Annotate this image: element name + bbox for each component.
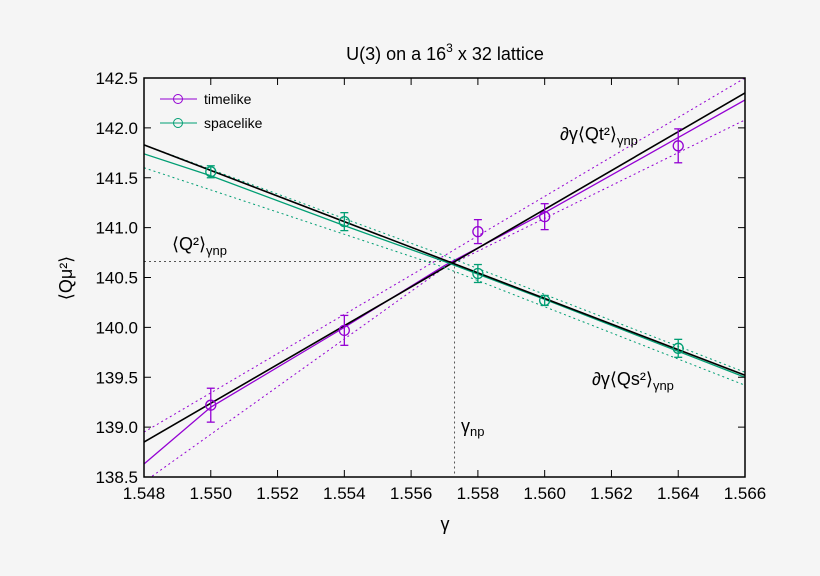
x-tick-label: 1.558: [457, 484, 500, 503]
band-upper-timelike: [144, 78, 745, 433]
y-tick-label: 138.5: [95, 468, 138, 487]
x-tick-label: 1.560: [523, 484, 566, 503]
fit-curve-spacelike: [144, 153, 745, 378]
data-point-spacelike: [205, 166, 217, 178]
annotation-gnp: γnp: [461, 416, 484, 439]
data-point-spacelike: [472, 267, 484, 280]
y-tick-label: 139.5: [95, 368, 138, 387]
y-tick-label: 140.5: [95, 269, 138, 288]
data-point-spacelike: [338, 215, 350, 228]
x-axis-label: γ: [441, 514, 450, 534]
y-tick-label: 142.5: [95, 69, 138, 88]
x-tick-label: 1.564: [657, 484, 700, 503]
fit-curve-timelike: [144, 99, 745, 465]
y-tick-label: 140.0: [95, 318, 138, 337]
tangent-line-spacelike: [144, 144, 745, 377]
data-point-timelike: [205, 399, 217, 411]
y-tick-label: 139.0: [95, 418, 138, 437]
x-tick-label: 1.556: [390, 484, 433, 503]
y-axis-label: ⟨Qμ²⟩: [56, 256, 76, 300]
data-point-spacelike: [539, 294, 551, 307]
band-lower-timelike: [150, 119, 745, 477]
data-point-timelike: [472, 225, 484, 238]
legend-marker-timelike: [173, 94, 183, 104]
data-point-timelike: [539, 211, 551, 223]
band-upper-spacelike: [144, 144, 745, 373]
band-lower-spacelike: [144, 167, 745, 386]
x-tick-label: 1.566: [724, 484, 767, 503]
x-tick-label: 1.562: [590, 484, 633, 503]
data-point-timelike: [338, 324, 350, 337]
data-point-spacelike: [672, 342, 684, 354]
legend-label-spacelike: spacelike: [204, 115, 263, 131]
y-tick-label: 141.0: [95, 219, 138, 238]
y-tick-label: 141.5: [95, 169, 138, 188]
data-point-timelike: [672, 140, 684, 152]
y-tick-label: 142.0: [95, 119, 138, 138]
x-tick-label: 1.552: [256, 484, 299, 503]
legend: timelike spacelike: [160, 91, 263, 131]
x-tick-label: 1.554: [323, 484, 366, 503]
annotation-q2: ⟨Q²⟩γnp: [172, 234, 227, 258]
annotation-dt: ∂γ⟨Qt²⟩γnp: [560, 124, 638, 148]
x-tick-label: 1.550: [190, 484, 233, 503]
annotation-ds: ∂γ⟨Qs²⟩γnp: [592, 369, 674, 393]
x-tick-label: 1.548: [123, 484, 166, 503]
legend-label-timelike: timelike: [204, 91, 252, 107]
chart-title: U(3) on a 163 x 32 lattice: [346, 41, 544, 64]
plot-area: [144, 78, 745, 477]
legend-marker-spacelike: [173, 118, 183, 128]
